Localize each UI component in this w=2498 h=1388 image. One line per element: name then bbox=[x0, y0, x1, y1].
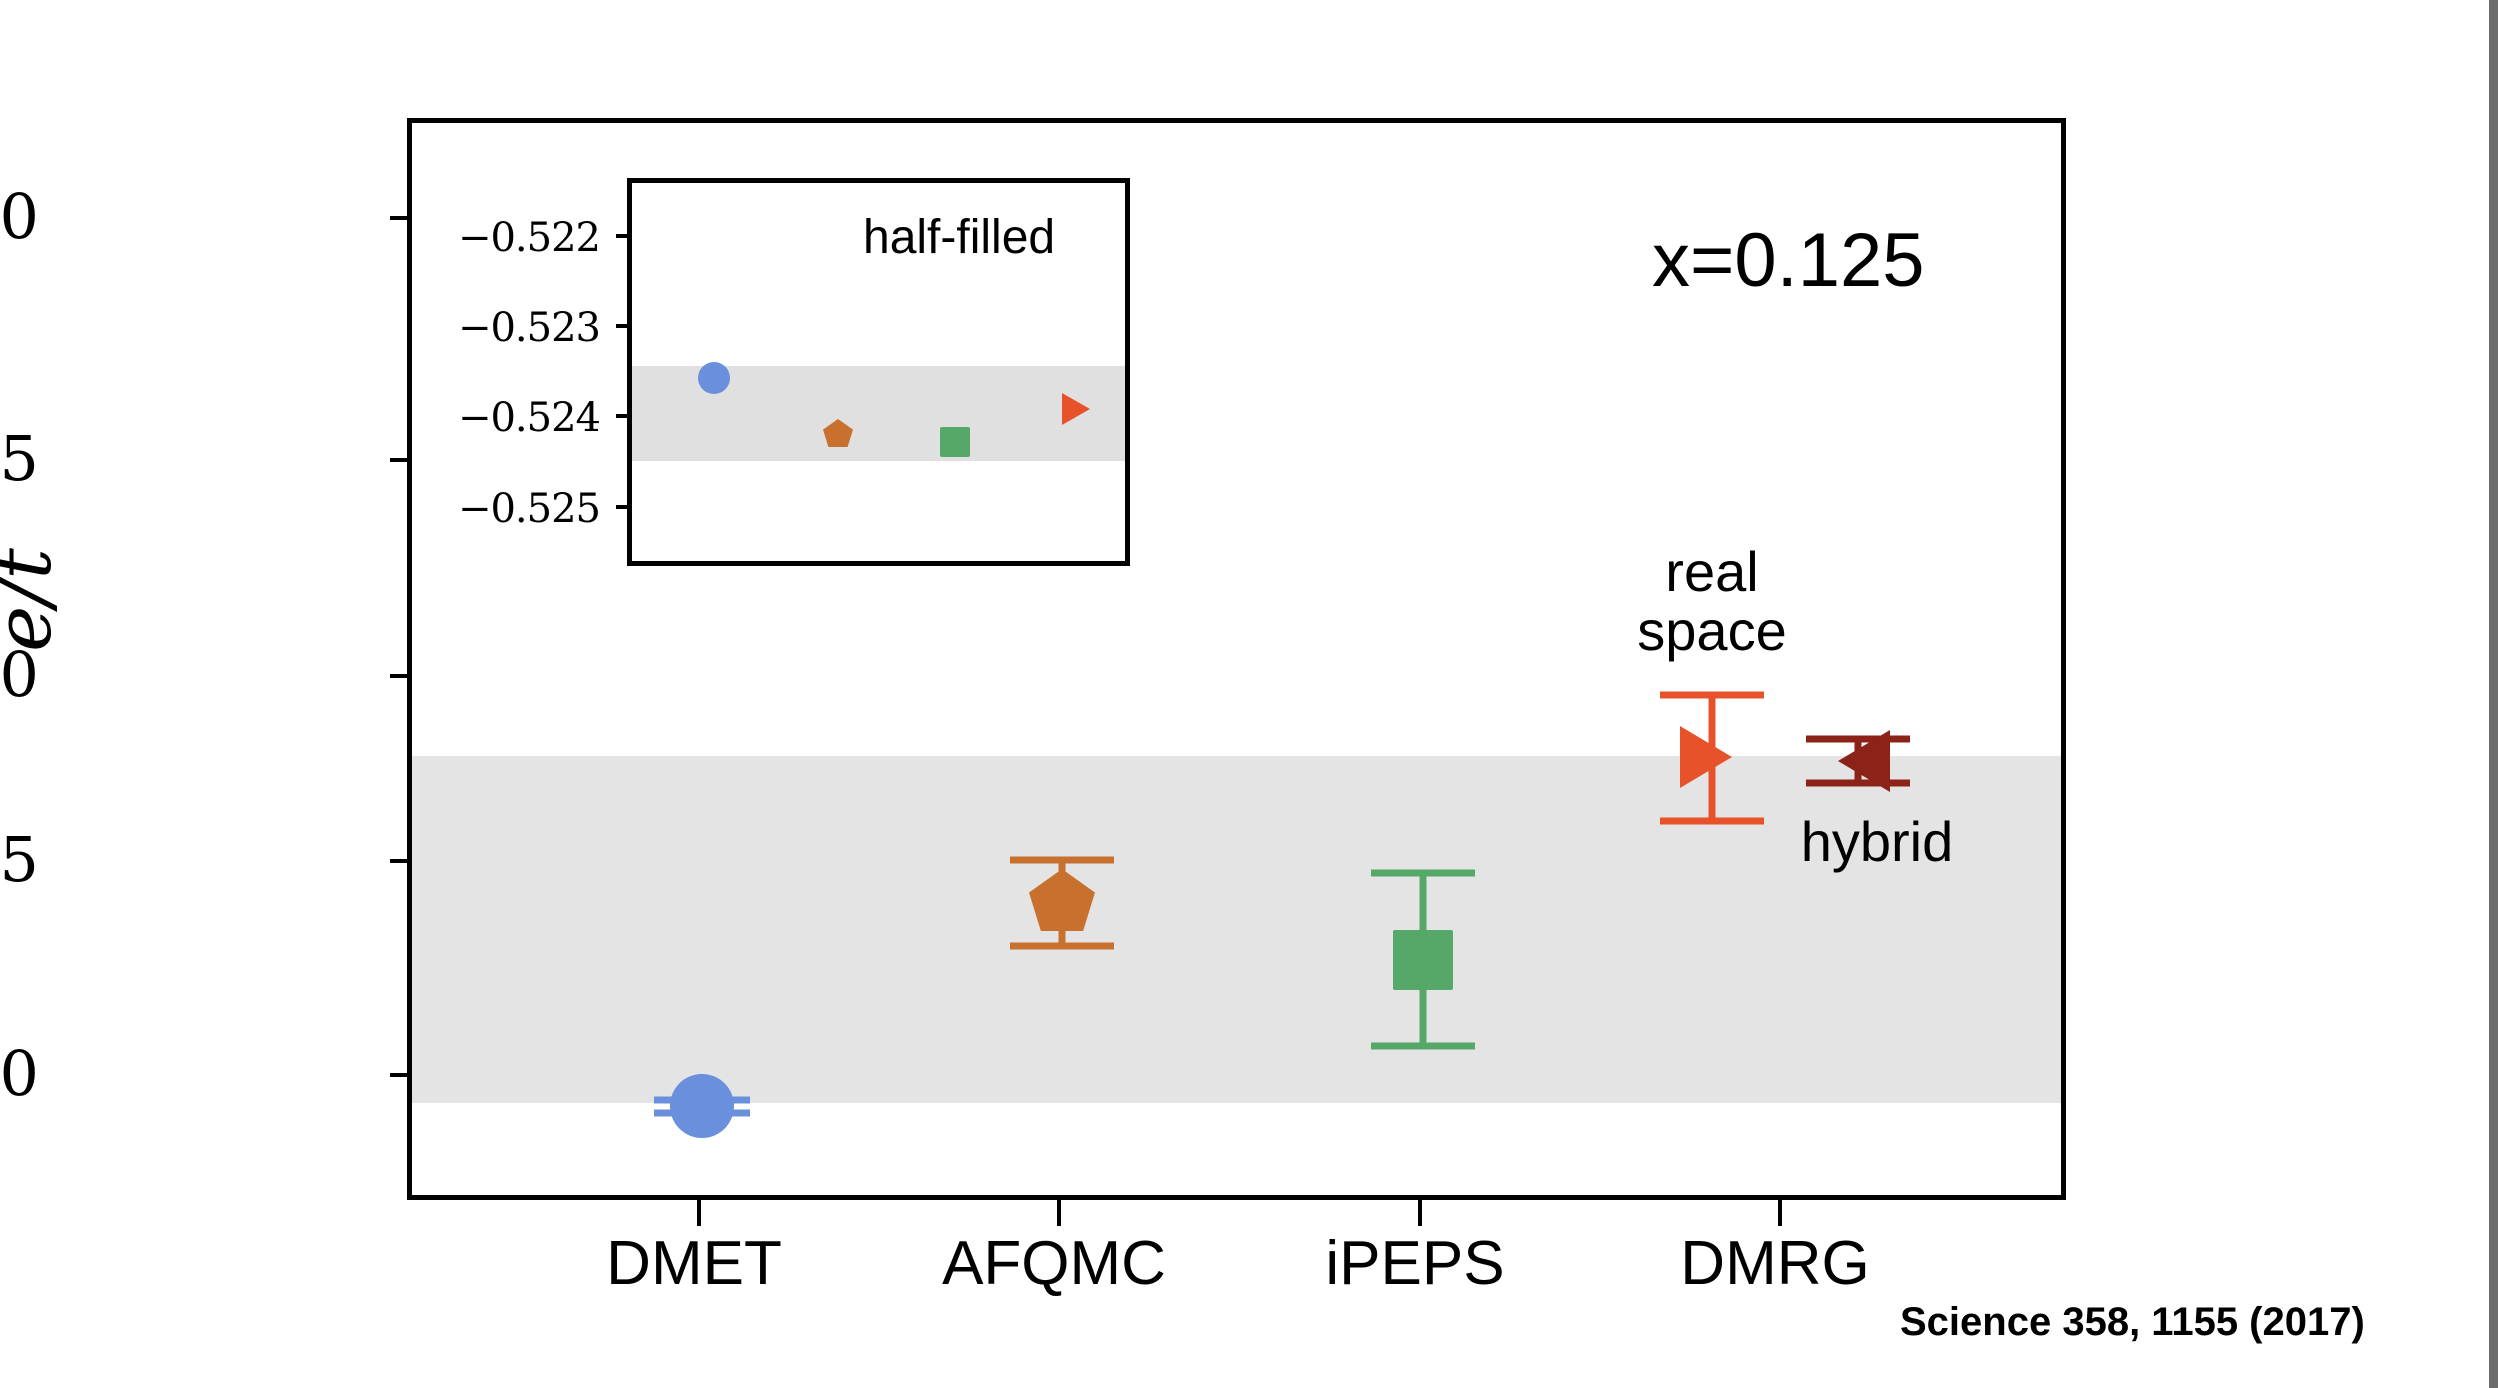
dmrg-hybrid-errorbar-cap-lower bbox=[1806, 779, 1910, 787]
dmrg-realspace-annotation-line2: space bbox=[1637, 598, 1787, 662]
inset-y-tick-mark-2 bbox=[616, 414, 632, 418]
y-tick-mark-3 bbox=[390, 859, 412, 863]
ipeps-errorbar-cap-upper bbox=[1371, 869, 1475, 877]
x-tick-label-afqmc: AFQMC bbox=[942, 1229, 1166, 1298]
afqmc-errorbar-cap-upper bbox=[1010, 856, 1114, 864]
inset-plot-area: half-filled bbox=[632, 183, 1125, 561]
citation-text: Science 358, 1155 (2017) bbox=[1900, 1300, 2365, 1344]
ipeps-errorbar-cap-lower bbox=[1371, 1042, 1475, 1050]
dmrg-realspace-annotation: real space bbox=[1637, 540, 1787, 662]
inset-y-tick-label-2: −0.524 bbox=[457, 395, 601, 441]
ipeps-marker bbox=[1393, 930, 1453, 990]
y-tick-mark-0 bbox=[390, 216, 412, 220]
x-tick-label-dmet: DMET bbox=[606, 1229, 782, 1298]
y-tick-label-4: −0.770 bbox=[0, 1037, 39, 1110]
y-tick-label-2: −0.760 bbox=[0, 638, 39, 711]
page-right-edge bbox=[2489, 0, 2498, 1388]
inset-ipeps-marker bbox=[940, 427, 970, 457]
y-tick-mark-4 bbox=[390, 1073, 412, 1077]
consensus-band bbox=[412, 756, 2061, 1103]
x-tick-mark-dmet bbox=[697, 1200, 701, 1226]
inset-dmet-marker bbox=[698, 362, 730, 394]
dmrg-realspace-errorbar-cap-upper bbox=[1660, 691, 1764, 699]
dmrg-hybrid-errorbar-cap-upper bbox=[1806, 735, 1910, 743]
doping-annotation: x=0.125 bbox=[1652, 218, 1925, 303]
x-tick-mark-afqmc bbox=[1057, 1200, 1061, 1226]
dmrg-hybrid-annotation: hybrid bbox=[1800, 810, 1954, 873]
inset-y-tick-mark-1 bbox=[616, 324, 632, 328]
y-tick-mark-2 bbox=[390, 674, 412, 678]
y-axis-title: e/t bbox=[0, 548, 69, 652]
y-tick-label-0: −0.750 bbox=[0, 180, 39, 253]
inset-y-tick-label-3: −0.525 bbox=[457, 486, 601, 532]
inset-y-tick-label-1: −0.523 bbox=[457, 305, 601, 351]
x-tick-mark-dmrg bbox=[1778, 1200, 1782, 1226]
x-tick-label-dmrg: DMRG bbox=[1680, 1229, 1870, 1298]
y-tick-label-1: −0.755 bbox=[0, 422, 39, 495]
inset-y-tick-mark-3 bbox=[616, 505, 632, 509]
x-tick-label-ipeps: iPEPS bbox=[1325, 1229, 1505, 1298]
x-tick-mark-ipeps bbox=[1418, 1200, 1422, 1226]
dmrg-realspace-annotation-line1: real bbox=[1665, 540, 1759, 603]
inset-title: half-filled bbox=[863, 211, 1056, 264]
inset-y-tick-label-0: −0.522 bbox=[457, 215, 601, 261]
inset-plot-axes: −0.522 −0.523 −0.524 −0.525 half-filled bbox=[458, 178, 1130, 566]
afqmc-errorbar-cap-lower bbox=[1010, 942, 1114, 950]
y-tick-mark-1 bbox=[390, 458, 412, 462]
inset-y-tick-mark-0 bbox=[616, 234, 632, 238]
dmet-marker bbox=[670, 1074, 734, 1138]
main-plot-area: x=0.125 real space hybrid bbox=[412, 123, 2061, 1195]
y-tick-label-3: −0.765 bbox=[0, 823, 39, 896]
dmrg-realspace-errorbar-cap-lower bbox=[1660, 817, 1764, 825]
main-plot-axes: x=0.125 real space hybrid −0.522 −0.523 −… bbox=[390, 118, 2066, 1226]
